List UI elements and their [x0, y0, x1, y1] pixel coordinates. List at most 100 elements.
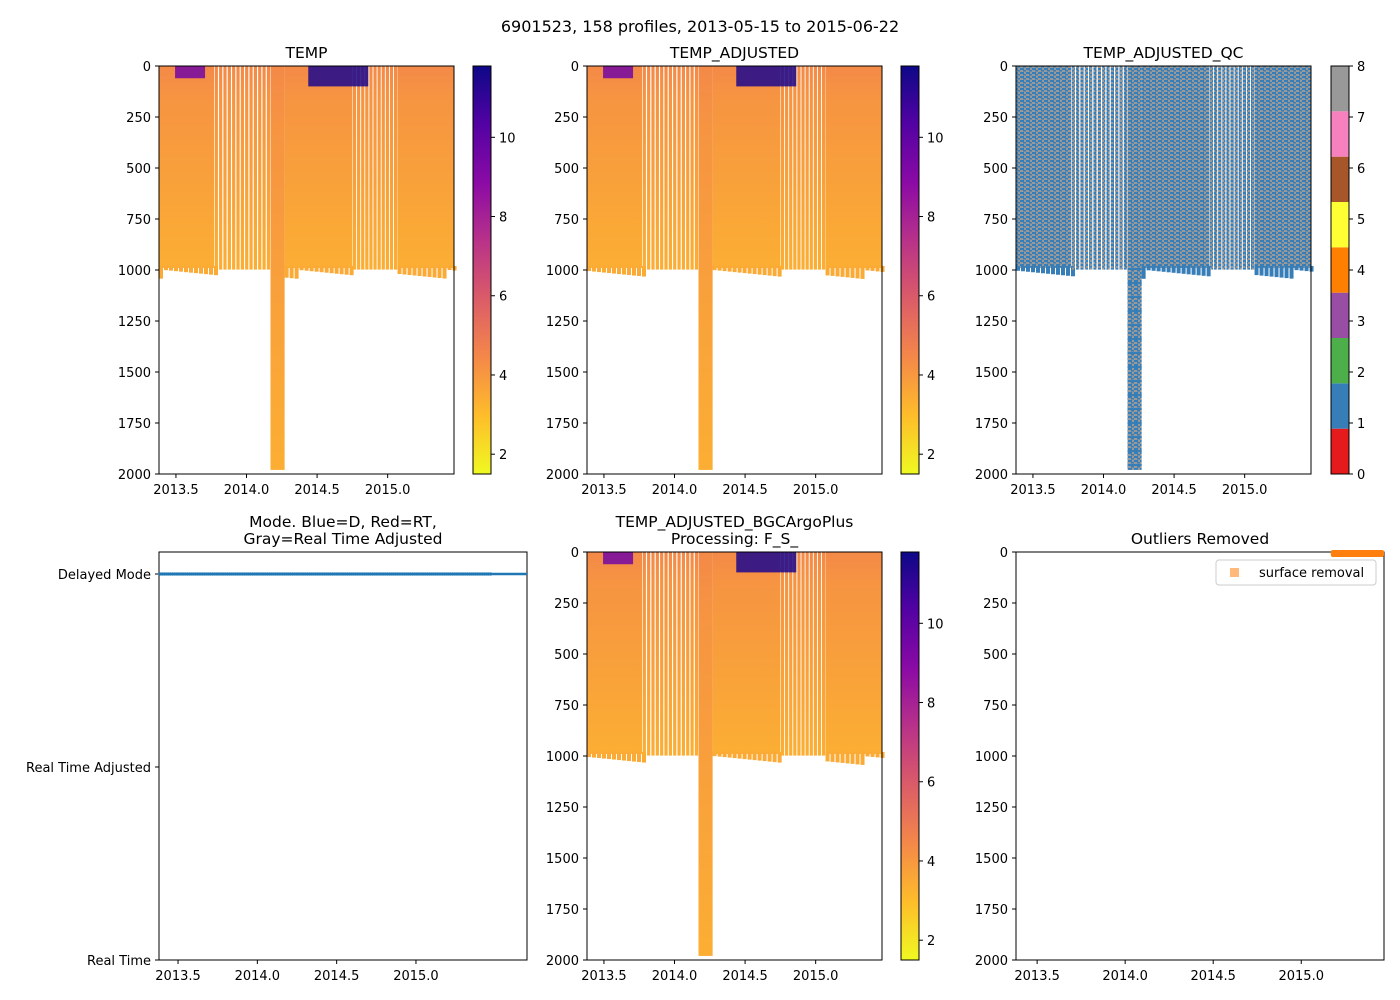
colorbar-tick-label: 6 — [927, 290, 935, 305]
profile-bottom — [597, 751, 601, 759]
y-tick-label: 0 — [1000, 60, 1008, 75]
profile-bottom — [612, 265, 616, 274]
profile-column — [789, 552, 793, 756]
profile-bottom — [1181, 265, 1186, 274]
profile-column — [1230, 66, 1234, 270]
profile-bottom — [304, 265, 309, 271]
x-tick-label: 2013.5 — [581, 969, 627, 984]
profile-column — [681, 66, 686, 270]
profile-bottom — [717, 265, 722, 271]
profile-bottom — [1191, 265, 1196, 275]
y-tick-label: 750 — [983, 213, 1008, 228]
profile-column — [821, 66, 826, 270]
warm-surface-patch — [736, 66, 797, 87]
profile-column — [389, 66, 394, 270]
profile-bottom — [1289, 265, 1294, 279]
profile-bottom — [299, 265, 304, 271]
colorbar-bin — [1331, 383, 1349, 429]
x-tick-label: 2013.5 — [1010, 483, 1056, 498]
profile-column — [694, 66, 699, 270]
y-tick-label: 2000 — [546, 954, 579, 969]
y-tick-label: 1500 — [975, 366, 1008, 381]
profile-column — [813, 552, 817, 756]
x-tick-label: 2013.5 — [1014, 969, 1060, 984]
deep-profile — [270, 66, 285, 470]
profile-bottom — [722, 265, 727, 272]
x-tick-label: 2013.5 — [155, 969, 201, 984]
colorbar-tick-label: 4 — [927, 369, 935, 384]
profile-bottom — [602, 265, 606, 273]
profile-column — [660, 552, 664, 756]
profile-bottom — [199, 265, 203, 274]
profile-column — [1222, 66, 1226, 270]
profile-bottom — [1141, 265, 1146, 279]
qc-stripe — [1127, 337, 1142, 340]
profile-bottom — [712, 751, 717, 757]
profile-block — [825, 66, 882, 268]
profile-block — [397, 66, 454, 268]
y-tick-label: 1750 — [975, 903, 1008, 918]
figure-title: 6901523, 158 profiles, 2013-05-15 to 201… — [501, 17, 899, 36]
y-tick-label: 1000 — [546, 264, 579, 279]
profile-block — [712, 552, 781, 754]
qc-stripe — [1127, 365, 1142, 368]
profile-columns — [587, 552, 885, 956]
y-tick-label: 500 — [554, 162, 579, 177]
profile-column — [1084, 66, 1088, 270]
colorbar-tick-label: 10 — [499, 131, 516, 146]
profile-column — [793, 552, 797, 756]
profile-bottom — [870, 751, 875, 757]
profile-column — [805, 552, 809, 756]
profile-column — [690, 552, 694, 756]
profile-bottom — [422, 265, 427, 277]
profile-column — [357, 66, 361, 270]
profile-bottom — [757, 265, 762, 275]
profile-column — [817, 552, 822, 756]
profile-bottom — [717, 751, 722, 757]
colorbar-tick-label: 5 — [1357, 213, 1365, 228]
panel-title: TEMP_ADJUSTED_QC — [1083, 44, 1244, 63]
profile-block — [1016, 66, 1072, 268]
profile-column — [664, 66, 668, 270]
profile-column — [385, 66, 389, 270]
panel-temp: 2013.5 2014.0 2014.5 2015.0 0 250 500 750 1000 12… — [118, 44, 516, 498]
profile-bottom — [397, 265, 402, 275]
profile-bottom — [597, 265, 601, 273]
profile-bottom — [860, 265, 865, 279]
profile-bottom — [289, 265, 294, 279]
profile-column — [258, 66, 262, 270]
y-tick-label: 1000 — [546, 750, 579, 765]
profile-bottom — [830, 265, 835, 276]
profile-bottom — [1196, 265, 1201, 276]
profile-column — [1115, 66, 1119, 270]
profile-block — [587, 66, 643, 268]
legend-box — [1215, 559, 1377, 586]
profile-column — [805, 66, 809, 270]
y-tick-label: 1250 — [118, 315, 151, 330]
profile-bottom — [642, 751, 646, 763]
profile-bottom — [855, 265, 860, 279]
profile-bottom — [865, 751, 870, 757]
y-tick-label: 250 — [554, 111, 579, 126]
profile-column — [1076, 66, 1080, 270]
y-tick-label: 2000 — [975, 954, 1008, 969]
profile-column — [1209, 66, 1214, 270]
profile-bottom — [1156, 265, 1161, 272]
profile-column — [1246, 66, 1251, 270]
profile-bottom — [737, 265, 742, 273]
y-tick-label: 0 — [571, 546, 579, 561]
profile-column — [266, 66, 271, 270]
profile-bottom — [850, 265, 855, 278]
profile-column — [677, 552, 681, 756]
qc-stripe — [1127, 393, 1142, 396]
profile-column — [673, 552, 677, 756]
profile-bottom — [732, 751, 737, 759]
profile-bottom — [762, 751, 767, 762]
profile-bottom — [339, 265, 344, 275]
y-tick-label: 1750 — [975, 417, 1008, 432]
x-tick-label: 2015.0 — [1222, 483, 1268, 498]
profile-bottom — [1206, 265, 1211, 277]
profile-column — [1097, 66, 1101, 270]
panel-title: Mode. Blue=D, Red=RT, — [249, 513, 437, 531]
colorbar-frame — [472, 65, 492, 475]
